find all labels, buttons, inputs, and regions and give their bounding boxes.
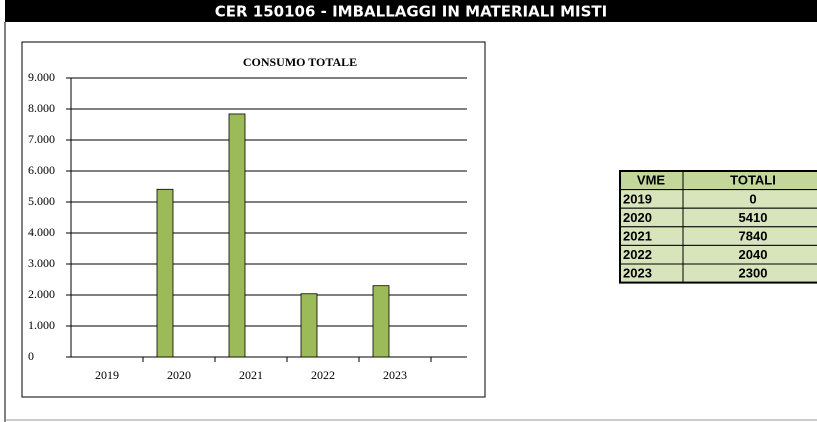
y-tick-label: 7.000 bbox=[28, 132, 55, 146]
header-text: TOTALI bbox=[730, 173, 776, 188]
y-tick-label: 5.000 bbox=[28, 194, 55, 208]
bar bbox=[300, 293, 318, 358]
cell-text: 7840 bbox=[739, 229, 768, 244]
y-tick-label: 1.000 bbox=[28, 318, 55, 332]
y-tick-label: 6.000 bbox=[28, 163, 55, 177]
header-text: VME bbox=[637, 173, 666, 188]
table: VME TOTALI 2019 0 2020 5410 2021 7840 2022 2040 20… bbox=[619, 170, 817, 284]
cell-text: 2300 bbox=[739, 266, 768, 281]
x-tick-label: 2023 bbox=[383, 368, 407, 382]
cell-text: 2021 bbox=[623, 229, 652, 244]
chart-frame bbox=[21, 41, 486, 398]
bar bbox=[156, 188, 174, 358]
chart-title: CONSUMO TOTALE bbox=[243, 55, 357, 69]
cell-text: 2040 bbox=[739, 247, 768, 262]
y-tick-label: 9.000 bbox=[28, 70, 55, 84]
cell-text: 2020 bbox=[623, 210, 652, 225]
y-tick-label: 0 bbox=[28, 349, 34, 363]
cell-text: 2019 bbox=[623, 191, 652, 206]
bar bbox=[372, 285, 390, 358]
y-tick-label: 8.000 bbox=[28, 101, 55, 115]
bar bbox=[228, 113, 246, 358]
cell-text: 5410 bbox=[739, 210, 768, 225]
title-bar bbox=[5, 0, 817, 22]
table-border bbox=[619, 170, 817, 284]
y-tick-label: 3.000 bbox=[28, 256, 55, 270]
cell-text: 2023 bbox=[623, 266, 652, 281]
cell-text: 0 bbox=[749, 191, 756, 206]
sheet-title: CER 150106 - IMBALLAGGI IN MATERIALI MIS… bbox=[215, 3, 607, 21]
x-tick-label: 2019 bbox=[95, 368, 119, 382]
cell-text: 2022 bbox=[623, 247, 652, 262]
x-tick-label: 2020 bbox=[167, 368, 191, 382]
y-tick-label: 2.000 bbox=[28, 287, 55, 301]
x-tick-label: 2021 bbox=[239, 368, 263, 382]
x-tick-label: 2022 bbox=[311, 368, 335, 382]
y-tick-label: 4.000 bbox=[28, 225, 55, 239]
